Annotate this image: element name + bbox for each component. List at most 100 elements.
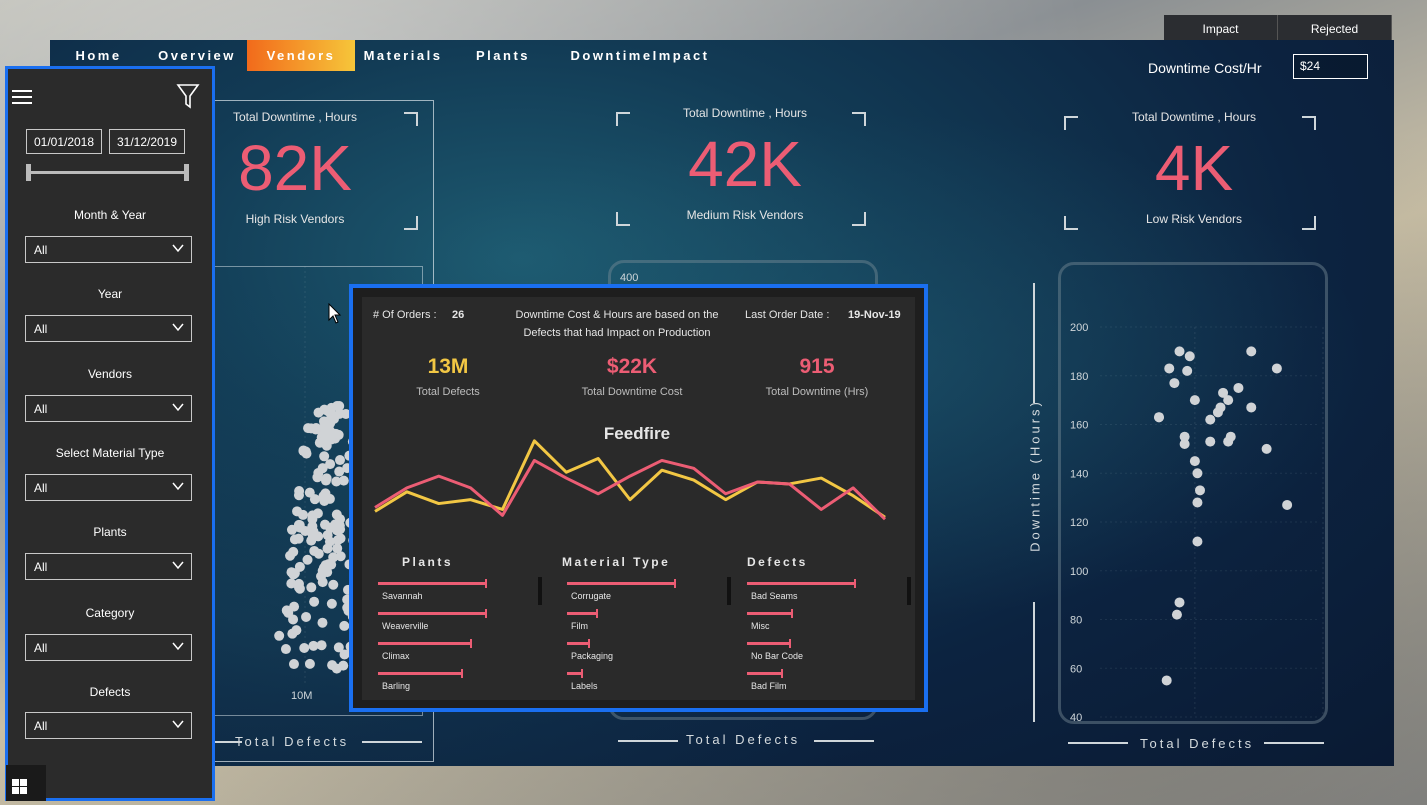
scatter-point (1282, 499, 1293, 510)
y-tick-label: 180 (1070, 371, 1088, 383)
filter-dropdown[interactable]: All (25, 395, 192, 422)
filter-value: All (34, 243, 48, 257)
scatter-point (274, 630, 285, 641)
chevron-down-icon (172, 642, 184, 651)
scatter-point (304, 658, 315, 669)
metric-total-downtime-hours: 915 (799, 355, 835, 378)
corner-mark (616, 112, 630, 126)
breakdown-label: Bad Seams (751, 591, 798, 601)
slider-handle-start[interactable] (26, 164, 31, 181)
tab-downtime-impact[interactable]: DowntimeImpact (570, 48, 710, 63)
scrollbar[interactable] (907, 577, 911, 605)
x-tick-label: 10M (1313, 723, 1328, 724)
tooltip-body: # Of Orders : 26 Downtime Cost & Hours a… (362, 297, 915, 700)
scatter-point (283, 607, 294, 618)
scatter-point (334, 408, 345, 419)
filter-dropdown[interactable]: All (25, 712, 192, 739)
toggle-impact[interactable]: Impact (1164, 15, 1278, 43)
scatter-point (286, 578, 297, 589)
filter-dropdown[interactable]: All (25, 315, 192, 342)
toggle-rejected[interactable]: Rejected (1278, 15, 1392, 43)
scatter-point (1182, 365, 1193, 376)
filter-dropdown[interactable]: All (25, 474, 192, 501)
filter-value: All (34, 560, 48, 574)
breakdown-label: Labels (571, 681, 598, 691)
filter-dropdown[interactable]: All (25, 634, 192, 661)
scatter-point (294, 583, 305, 594)
scatter-point (286, 567, 297, 578)
tab-overview[interactable]: Overview (158, 48, 236, 63)
scatter-point (317, 617, 328, 628)
scatter-point (312, 508, 323, 519)
end-date-input[interactable]: 31/12/2019 (109, 129, 185, 154)
scatter-point (319, 404, 330, 415)
filter-dropdown[interactable]: All (25, 236, 192, 263)
filter-icon[interactable] (176, 83, 200, 109)
scatter-point (288, 546, 299, 557)
scatter-point (1171, 609, 1182, 620)
scatter-point (280, 644, 291, 655)
kpi-title: Total Downtime , Hours (1131, 110, 1257, 124)
scatter-point (1179, 431, 1190, 442)
scatter-point (338, 660, 349, 671)
scatter-point (1169, 378, 1180, 389)
filter-label: Year (97, 287, 123, 301)
tab-home[interactable]: Home (75, 48, 122, 63)
axis-divider (1068, 742, 1128, 744)
scatter-point (322, 567, 333, 578)
scatter-point (294, 561, 305, 572)
breakdown-label: Climax (382, 651, 410, 661)
slider-handle-end[interactable] (184, 164, 189, 181)
hamburger-menu-icon[interactable] (12, 89, 34, 105)
breakdown-bar (378, 669, 463, 678)
vendor-tooltip: # Of Orders : 26 Downtime Cost & Hours a… (349, 284, 928, 712)
scatter-point (293, 490, 304, 501)
downtime-cost-input[interactable]: $24 (1293, 54, 1368, 79)
scatter-point (291, 625, 302, 636)
kpi-subtitle: Low Risk Vendors (1145, 212, 1243, 226)
scatter-point (319, 451, 330, 462)
scatter-point (1218, 387, 1229, 398)
scatter-point (319, 519, 330, 530)
scatter-point (339, 620, 350, 631)
breakdown-label: Barling (382, 681, 411, 691)
last-order-label: Last Order Date : (745, 309, 830, 321)
scatter-point (308, 526, 319, 537)
scatter-point (316, 640, 327, 651)
kpi-high-risk: Total Downtime , Hours 82K High Risk Ven… (215, 110, 375, 226)
scatter-point (1261, 443, 1272, 454)
feedfire-line-chart (374, 439, 887, 521)
scatter-point (306, 582, 317, 593)
downtime-cost-label: Downtime Cost/Hr (1148, 60, 1262, 76)
scatter-point (1246, 402, 1257, 413)
tab-vendors[interactable]: Vendors (247, 40, 355, 71)
kpi-title: Total Downtime , Hours (232, 110, 358, 124)
tab-plants[interactable]: Plants (475, 48, 530, 63)
scrollbar[interactable] (538, 577, 542, 605)
scatter-point (338, 475, 349, 486)
date-range-slider[interactable] (28, 171, 186, 174)
filter-dropdown[interactable]: All (25, 553, 192, 580)
start-date-input[interactable]: 01/01/2018 (26, 129, 102, 154)
scatter-point (331, 509, 342, 520)
corner-mark (404, 216, 418, 230)
filter-label: Plants (93, 525, 127, 539)
breakdown-label: Weaverville (382, 621, 429, 631)
page-navigation: Home Overview Vendors Materials Plants D… (50, 40, 725, 71)
filter-value: All (34, 481, 48, 495)
axis-divider (362, 741, 422, 743)
windows-start-button[interactable] (6, 765, 46, 801)
scatter-point (1223, 395, 1234, 406)
scrollbar[interactable] (727, 577, 731, 605)
series-line-1 (374, 458, 887, 521)
scatter-point (308, 640, 319, 651)
kpi-value: 42K (688, 128, 802, 200)
scatter-point (288, 659, 299, 670)
scatter-point (1205, 414, 1216, 425)
metric-label: Total Defects (416, 386, 480, 398)
breakdown-label: Packaging (571, 651, 614, 661)
tab-materials[interactable]: Materials (363, 48, 443, 63)
scatter-point (334, 455, 345, 466)
section-title: Defects (747, 555, 808, 569)
y-tick-label: 80 (1070, 615, 1082, 627)
